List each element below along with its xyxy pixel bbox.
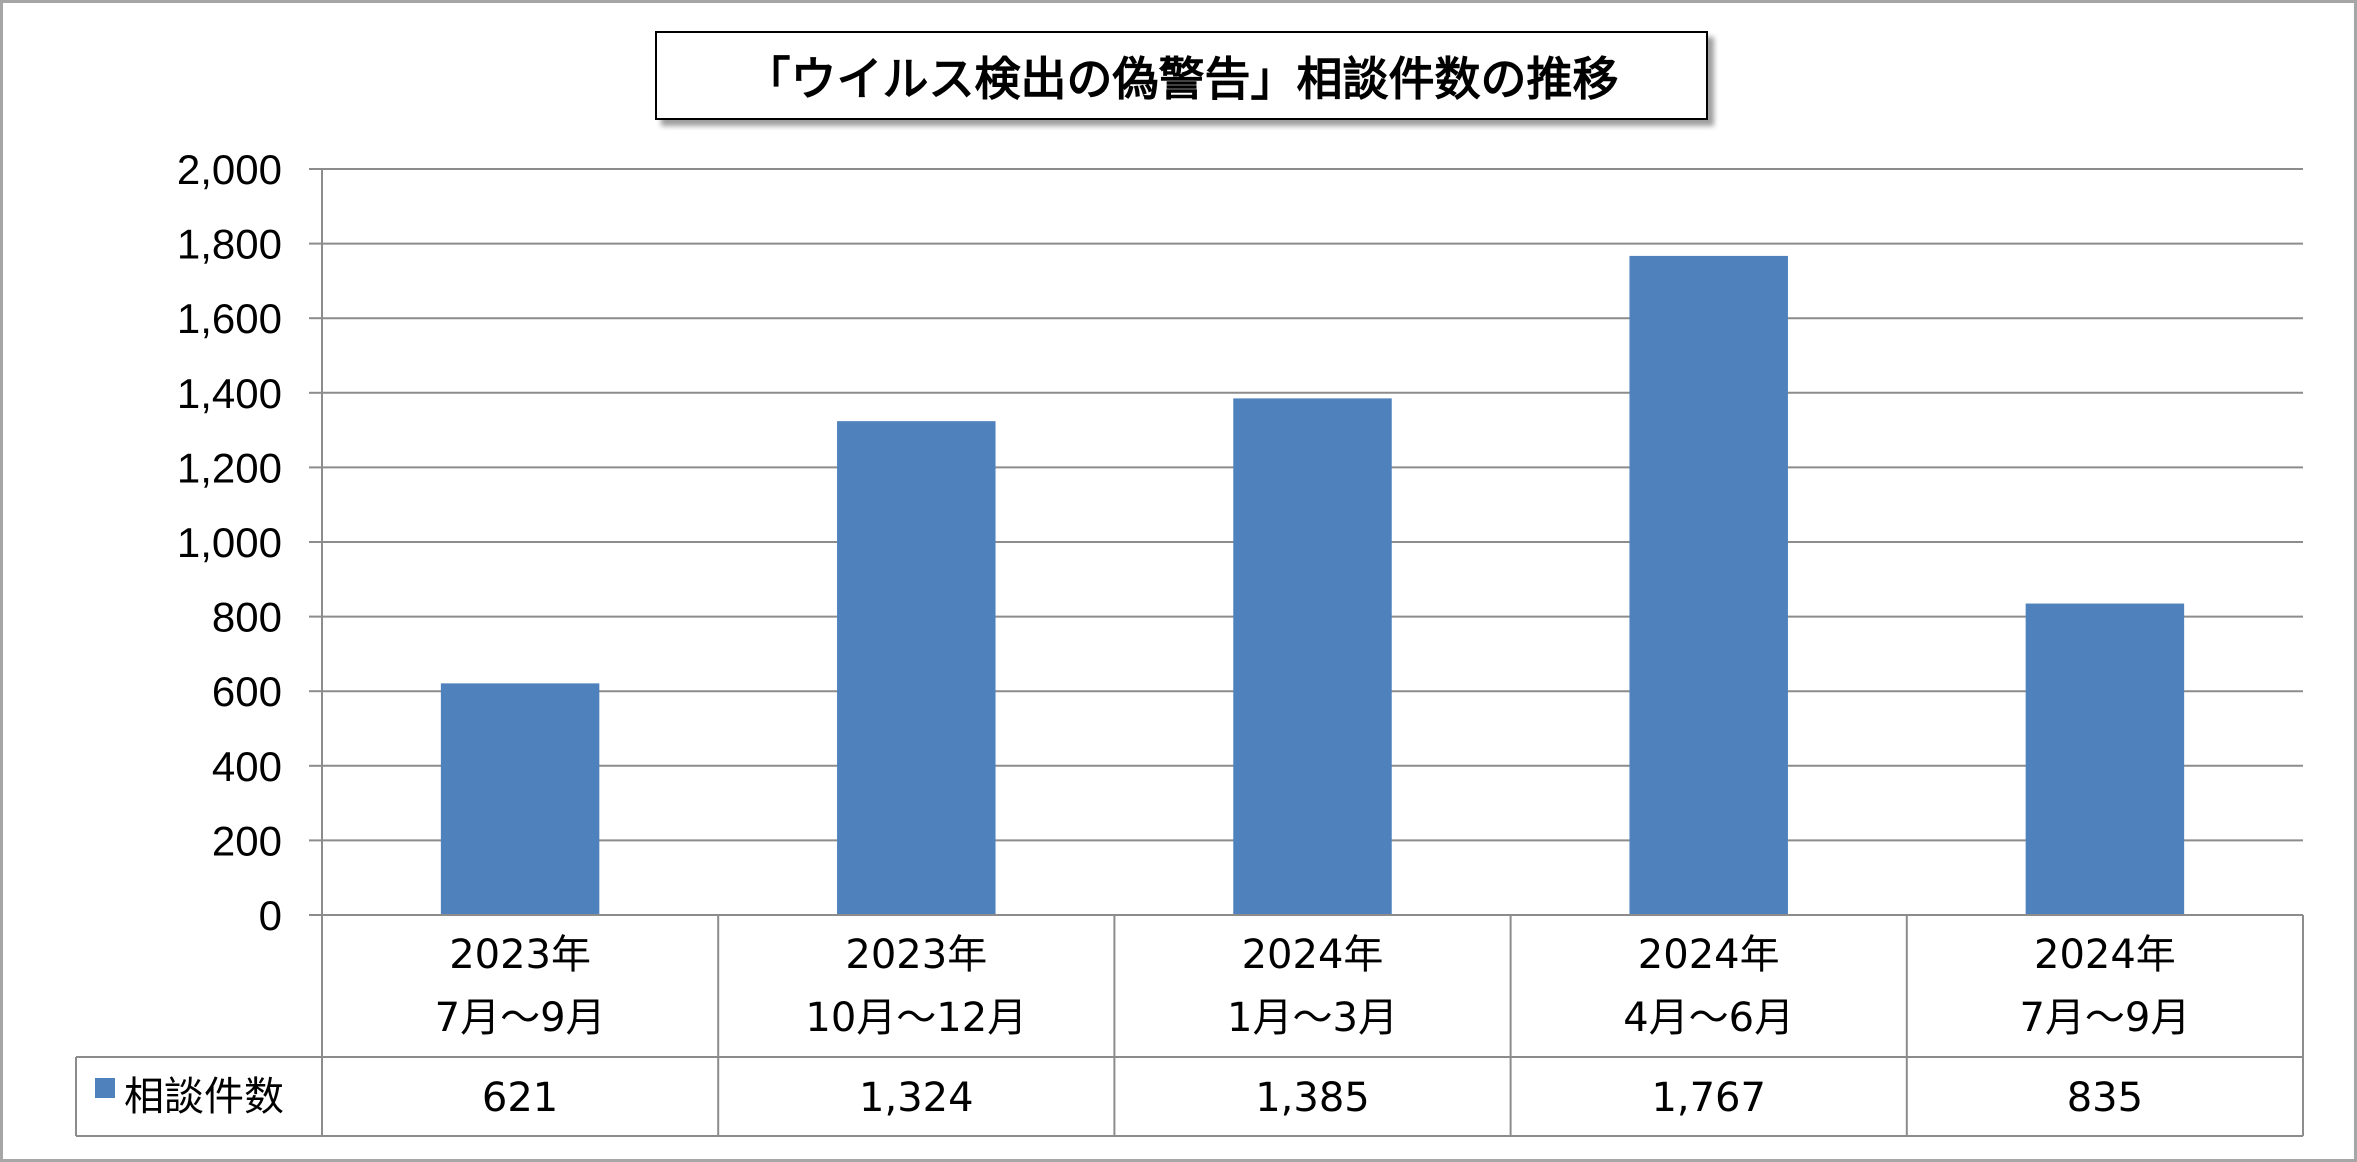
y-tick-label: 600 — [212, 668, 282, 715]
data-table-value: 1,324 — [859, 1075, 974, 1121]
data-table-value: 1,385 — [1255, 1075, 1370, 1121]
bar — [1233, 398, 1392, 915]
y-tick-label: 1,000 — [177, 519, 282, 566]
category-label: 2024年 — [2034, 932, 2176, 978]
y-tick-label: 400 — [212, 743, 282, 790]
category-label: 1月～3月 — [1227, 995, 1398, 1041]
category-label: 10月～12月 — [805, 995, 1027, 1041]
y-tick-label: 200 — [212, 817, 282, 864]
category-label: 2023年 — [449, 932, 591, 978]
bars — [440, 255, 2185, 915]
category-label: 2024年 — [1638, 932, 1780, 978]
y-tick-label: 1,200 — [177, 444, 282, 491]
category-label: 4月～6月 — [1623, 995, 1794, 1041]
chart-title: 「ウイルス検出の偽警告」相談件数の推移 — [744, 51, 1619, 106]
bar — [440, 683, 600, 915]
category-label: 7月～9月 — [2019, 995, 2190, 1041]
y-tick-label: 1,400 — [177, 370, 282, 417]
legend-swatch — [95, 1078, 115, 1098]
data-table: 2023年 7月～9月 2023年 10月～12月 2024年 1月～3月 2024年 4月～… — [75, 914, 2304, 1137]
data-table-value: 1,767 — [1651, 1075, 1766, 1121]
y-tick-label: 2,000 — [177, 146, 282, 193]
data-table-value: 621 — [482, 1075, 558, 1121]
y-tick-label: 1,800 — [177, 221, 282, 268]
category-label: 7月～9月 — [435, 995, 606, 1041]
bar — [837, 421, 996, 915]
category-label: 2024年 — [1242, 932, 1384, 978]
chart-title-box: 「ウイルス検出の偽警告」相談件数の推移 — [655, 31, 1708, 120]
y-axis: 0 200 400 600 800 1,000 1,200 1,400 1,600 1,800 2,… — [177, 146, 323, 1136]
bar — [2025, 603, 2185, 915]
category-label: 2023年 — [845, 932, 987, 978]
bar — [1629, 255, 1788, 915]
legend-series-name: 相談件数 — [124, 1074, 284, 1120]
y-tick-label: 800 — [212, 594, 282, 641]
data-table-value: 835 — [2067, 1075, 2143, 1121]
y-tick-label: 0 — [259, 892, 282, 939]
y-tick-label: 1,600 — [177, 295, 282, 342]
